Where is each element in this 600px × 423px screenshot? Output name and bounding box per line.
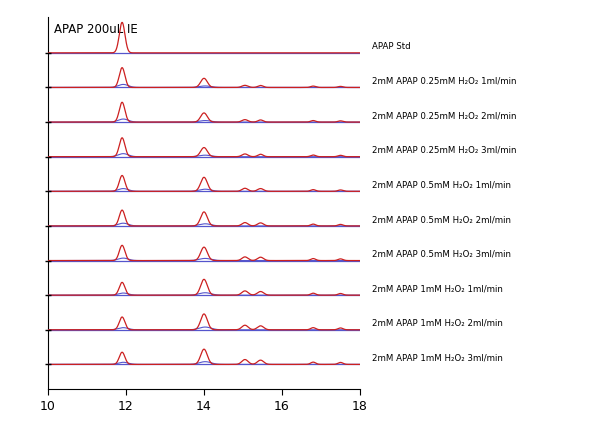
Text: 2mM APAP 0.25mM H₂O₂ 1ml/min: 2mM APAP 0.25mM H₂O₂ 1ml/min [372,77,517,85]
Text: 2mM APAP 1mM H₂O₂ 1ml/min: 2mM APAP 1mM H₂O₂ 1ml/min [372,284,503,293]
Text: 2mM APAP 0.25mM H₂O₂ 3ml/min: 2mM APAP 0.25mM H₂O₂ 3ml/min [372,146,517,155]
Text: APAP 200uL IE: APAP 200uL IE [54,22,138,36]
Text: 2mM APAP 0.5mM H₂O₂ 1ml/min: 2mM APAP 0.5mM H₂O₂ 1ml/min [372,181,511,190]
Text: 2mM APAP 0.5mM H₂O₂ 2ml/min: 2mM APAP 0.5mM H₂O₂ 2ml/min [372,215,511,224]
Text: APAP Std: APAP Std [372,42,410,51]
Text: 2mM APAP 0.25mM H₂O₂ 2ml/min: 2mM APAP 0.25mM H₂O₂ 2ml/min [372,111,517,120]
Text: 2mM APAP 0.5mM H₂O₂ 3ml/min: 2mM APAP 0.5mM H₂O₂ 3ml/min [372,250,511,259]
Text: 2mM APAP 1mM H₂O₂ 2ml/min: 2mM APAP 1mM H₂O₂ 2ml/min [372,319,503,328]
Text: 2mM APAP 1mM H₂O₂ 3ml/min: 2mM APAP 1mM H₂O₂ 3ml/min [372,354,503,363]
